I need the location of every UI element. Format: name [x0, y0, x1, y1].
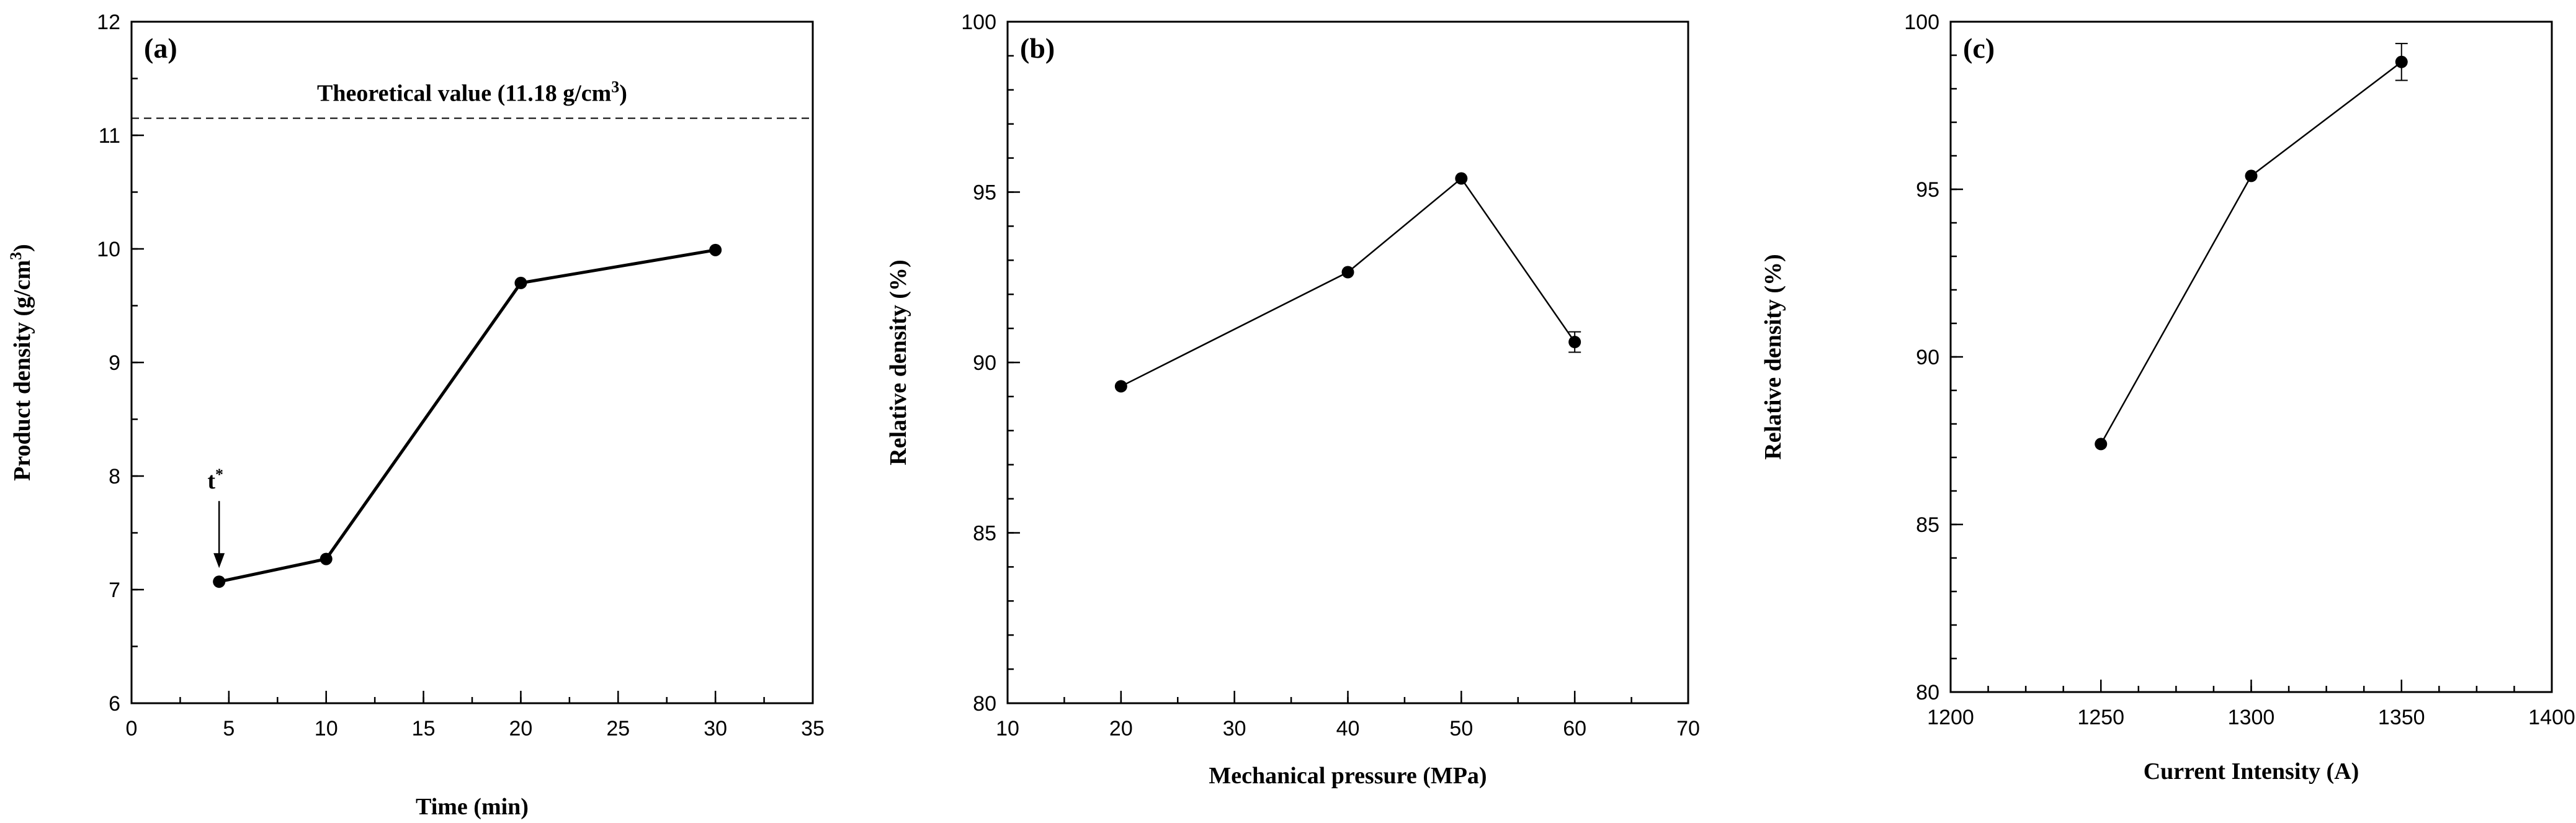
- panel-label: (a): [144, 32, 177, 64]
- y-tick-label: 95: [1916, 178, 1939, 202]
- theoretical-value-text: Theoretical value (11.18 g/cm: [317, 81, 611, 107]
- x-axis-title: Time (min): [416, 794, 529, 820]
- annotation-superscript: *: [215, 465, 223, 483]
- x-tick-label: 10: [315, 717, 338, 740]
- annotation-arrow-head: [213, 553, 225, 569]
- x-tick-label: 5: [223, 717, 235, 740]
- x-axis-title: Mechanical pressure (MPa): [1209, 763, 1487, 789]
- data-point: [2245, 169, 2258, 182]
- x-tick-label: 70: [1676, 717, 1700, 740]
- y-tick-label: 100: [961, 11, 996, 34]
- plot-frame: [130, 20, 814, 704]
- plot-frame: [1949, 20, 2553, 693]
- plot-frame: [1006, 20, 1689, 704]
- panel-c: 1200 1250 1300 1350 1400 80 85 90 95 100 Current I…: [1760, 11, 2575, 785]
- y-axis-title: Relative density (%): [1760, 254, 1786, 459]
- y-tick-label: 100: [1904, 11, 1939, 34]
- y-tick-label: 80: [973, 692, 996, 716]
- y-tick-label: 11: [99, 124, 120, 148]
- x-tick-label: 1350: [2378, 706, 2425, 729]
- x-tick-label: 30: [704, 717, 727, 740]
- data-point: [709, 243, 722, 256]
- data-point: [320, 552, 333, 565]
- x-tick-label: 30: [1223, 717, 1246, 740]
- y-axis-title-text: Relative density (%): [885, 259, 911, 465]
- y-tick-label: 7: [109, 578, 120, 602]
- y-axis-title-close: ): [9, 244, 35, 252]
- y-tick-label: 12: [97, 11, 120, 34]
- panel-label: (c): [1963, 32, 1995, 64]
- y-tick-label: 90: [1916, 346, 1939, 369]
- x-tick-label: 40: [1336, 717, 1360, 740]
- y-axis-title-text: Relative density (%): [1760, 254, 1786, 459]
- x-tick-label: 1200: [1927, 706, 1974, 729]
- annotation-label: t*: [207, 465, 223, 495]
- annotation-text: t: [207, 468, 215, 494]
- x-tick-label: 60: [1563, 717, 1586, 740]
- theoretical-value-close: ): [619, 81, 627, 107]
- x-tick-label: 1400: [2528, 706, 2575, 729]
- y-tick-label: 10: [97, 238, 120, 261]
- panel-a: 0 5 10 15 20 25 30 35 6 7 8 9 10 11 12 Time (min) Produc…: [7, 11, 825, 820]
- y-axis-title: Relative density (%): [885, 259, 911, 465]
- y-tick-label: 85: [973, 522, 996, 546]
- panel-label: (b): [1020, 32, 1055, 64]
- y-tick-label: 90: [973, 351, 996, 375]
- x-tick-label: 1250: [2077, 706, 2124, 729]
- y-tick-label: 95: [973, 181, 996, 205]
- data-point: [1568, 336, 1581, 349]
- data-point: [2095, 438, 2108, 451]
- x-tick-label: 15: [412, 717, 436, 740]
- theoretical-value-label: Theoretical value (11.18 g/cm3): [317, 78, 627, 107]
- y-axis-title: Product density (g/cm3): [7, 244, 36, 481]
- data-point: [2395, 55, 2408, 68]
- x-tick-label: 0: [126, 717, 138, 740]
- y-tick-label: 9: [109, 351, 120, 375]
- y-tick-label: 6: [109, 692, 120, 716]
- x-tick-label: 10: [996, 717, 1019, 740]
- y-tick-label: 8: [109, 465, 120, 488]
- y-axis-title-superscript: 3: [7, 252, 25, 260]
- x-axis-title: Current Intensity (A): [2144, 758, 2359, 785]
- data-point: [1341, 266, 1354, 279]
- x-tick-label: 50: [1449, 717, 1473, 740]
- data-point: [514, 276, 527, 289]
- y-tick-label: 80: [1916, 681, 1939, 704]
- x-tick-label: 25: [606, 717, 630, 740]
- theoretical-value-superscript: 3: [611, 78, 619, 96]
- y-axis-title-text: Product density (g/cm: [9, 260, 35, 481]
- data-point: [1114, 380, 1127, 393]
- data-point: [1455, 172, 1468, 185]
- panel-b: 10 20 30 40 50 60 70 80 85 90 95 100 Mechanical pres…: [885, 11, 1700, 789]
- x-tick-label: 20: [1109, 717, 1133, 740]
- series-line: [1120, 177, 1576, 387]
- x-tick-label: 20: [509, 717, 533, 740]
- series-line: [2100, 61, 2402, 445]
- y-tick-label: 85: [1916, 513, 1939, 537]
- data-point: [213, 575, 226, 588]
- x-tick-label: 35: [801, 717, 825, 740]
- x-tick-label: 1300: [2228, 706, 2275, 729]
- series-line: [218, 248, 716, 583]
